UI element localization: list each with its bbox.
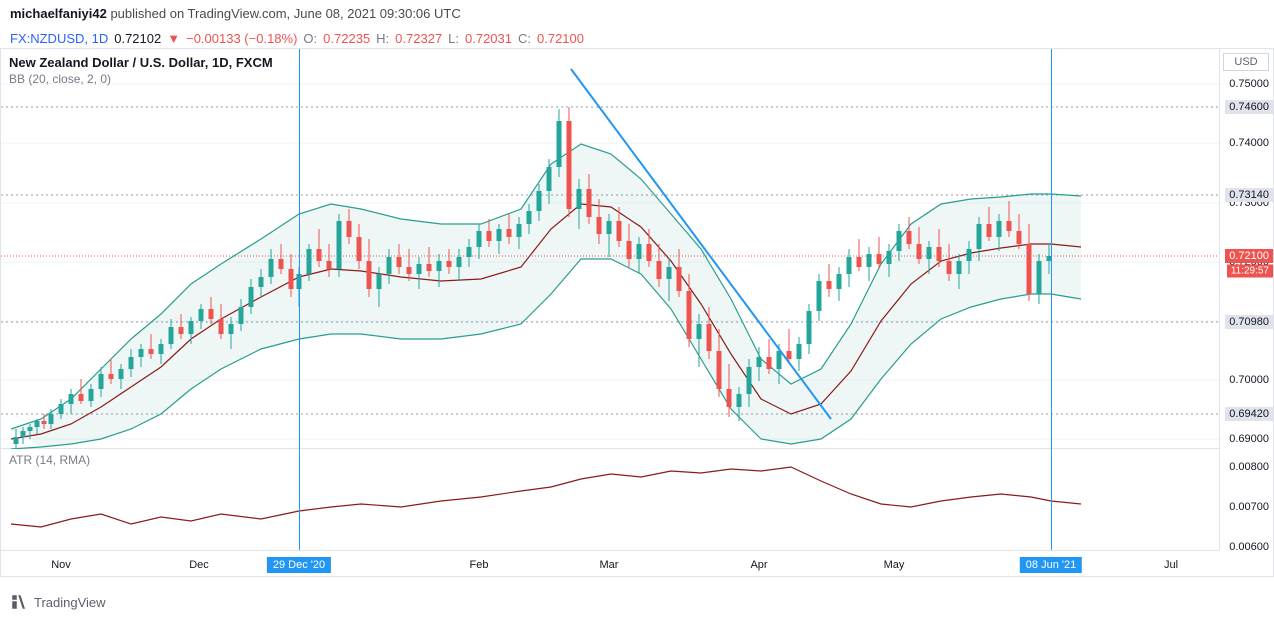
author: michaelfaniyi42 <box>10 6 107 21</box>
ylevel-box: 0.69420 <box>1225 407 1273 421</box>
main-chart-svg <box>1 49 1221 449</box>
ytick: 0.70000 <box>1229 374 1269 386</box>
atr-chart-svg <box>1 449 1221 553</box>
xtick: Jul <box>1164 559 1178 571</box>
xtick: Dec <box>189 559 209 571</box>
footer-brand[interactable]: TradingView <box>10 593 106 611</box>
xdate-box: 29 Dec '20 <box>267 557 331 573</box>
xtick: May <box>884 559 905 571</box>
close: 0.72100 <box>537 31 584 46</box>
tradingview-logo-icon <box>10 593 28 611</box>
published-on: published on TradingView.com, <box>107 6 294 21</box>
timestamp: June 08, 2021 09:30:06 UTC <box>294 6 461 21</box>
currency-badge: USD <box>1223 53 1269 71</box>
vline-start <box>299 49 300 550</box>
ylevel-box: 11:29:57 <box>1227 265 1273 278</box>
x-axis-time[interactable]: Nov Dec Feb Mar Apr May Jul 29 Dec '20 08 Jun '2… <box>1 550 1219 576</box>
c-label: C: <box>518 31 531 46</box>
last-price: 0.72102 <box>114 31 161 46</box>
footer-text: TradingView <box>34 595 106 610</box>
ylevel-box: 0.73140 <box>1225 188 1273 202</box>
arrow-down-icon: ▼ <box>167 31 180 46</box>
open: 0.72235 <box>323 31 370 46</box>
y-axis-price[interactable]: USD 0.750000.740000.730000.720000.710000… <box>1219 49 1273 449</box>
atr-pane[interactable]: ATR (14, RMA) <box>1 449 1219 550</box>
ytick: 0.75000 <box>1229 78 1269 90</box>
high: 0.72327 <box>395 31 442 46</box>
change: −0.00133 (−0.18%) <box>186 31 297 46</box>
xtick: Mar <box>600 559 619 571</box>
ytick-atr: 0.00700 <box>1229 501 1269 513</box>
legend-bb: BB (20, close, 2, 0) <box>9 72 273 86</box>
chart-legend: New Zealand Dollar / U.S. Dollar, 1D, FX… <box>9 55 273 86</box>
xtick: Apr <box>750 559 767 571</box>
info-bar: FX:NZDUSD, 1D 0.72102 ▼ −0.00133 (−0.18%… <box>0 27 1274 50</box>
main-price-pane[interactable]: New Zealand Dollar / U.S. Dollar, 1D, FX… <box>1 49 1219 449</box>
vline-end <box>1051 49 1052 550</box>
ylevel-box: 0.74600 <box>1225 100 1273 114</box>
publish-header: michaelfaniyi42 published on TradingView… <box>0 0 1274 27</box>
symbol[interactable]: FX:NZDUSD, 1D <box>10 31 108 46</box>
xdate-box: 08 Jun '21 <box>1020 557 1082 573</box>
ylevel-box: 0.70980 <box>1225 315 1273 329</box>
ytick-atr: 0.00800 <box>1229 461 1269 473</box>
ylevel-box: 0.72100 <box>1225 249 1273 263</box>
ytick: 0.69000 <box>1229 433 1269 445</box>
xtick: Nov <box>51 559 71 571</box>
ytick: 0.74000 <box>1229 137 1269 149</box>
low: 0.72031 <box>465 31 512 46</box>
legend-atr: ATR (14, RMA) <box>9 453 90 467</box>
legend-title: New Zealand Dollar / U.S. Dollar, 1D, FX… <box>9 55 273 70</box>
l-label: L: <box>448 31 459 46</box>
h-label: H: <box>376 31 389 46</box>
y-axis-atr[interactable]: 0.00800 0.00700 0.00600 <box>1219 449 1273 550</box>
ytick-atr: 0.00600 <box>1229 541 1269 553</box>
chart-container: New Zealand Dollar / U.S. Dollar, 1D, FX… <box>0 48 1274 577</box>
xtick: Feb <box>470 559 489 571</box>
o-label: O: <box>303 31 317 46</box>
